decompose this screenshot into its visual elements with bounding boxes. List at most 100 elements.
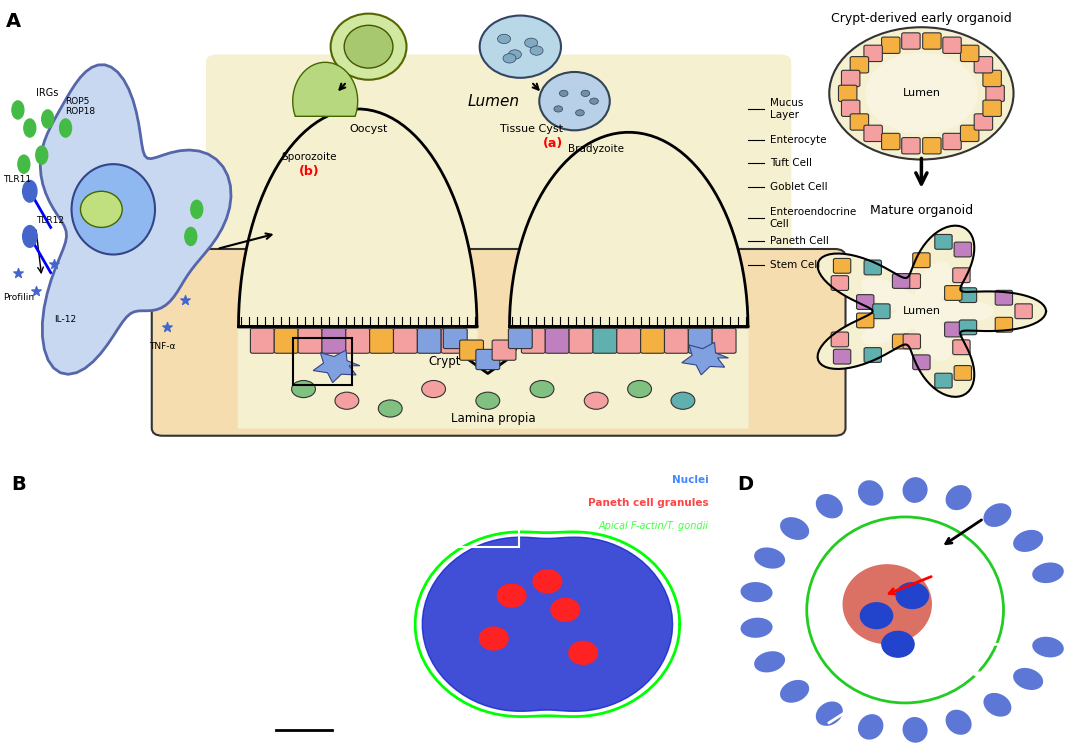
- Ellipse shape: [530, 380, 554, 398]
- Ellipse shape: [422, 380, 446, 398]
- FancyBboxPatch shape: [881, 133, 900, 150]
- Ellipse shape: [903, 477, 928, 503]
- Ellipse shape: [983, 693, 1011, 717]
- Text: Enteroendocrine
Cell: Enteroendocrine Cell: [770, 207, 856, 229]
- FancyBboxPatch shape: [831, 332, 849, 347]
- FancyBboxPatch shape: [298, 328, 322, 353]
- Text: (a): (a): [543, 138, 563, 151]
- Circle shape: [525, 38, 538, 47]
- Circle shape: [12, 101, 24, 119]
- FancyBboxPatch shape: [688, 328, 712, 353]
- Ellipse shape: [857, 480, 883, 506]
- FancyBboxPatch shape: [922, 138, 941, 154]
- FancyBboxPatch shape: [839, 85, 856, 102]
- FancyBboxPatch shape: [902, 33, 920, 49]
- Polygon shape: [423, 537, 672, 712]
- Polygon shape: [455, 327, 531, 428]
- Ellipse shape: [740, 582, 773, 602]
- FancyBboxPatch shape: [934, 373, 952, 388]
- Polygon shape: [40, 65, 231, 374]
- FancyBboxPatch shape: [521, 328, 545, 353]
- Circle shape: [498, 34, 511, 44]
- FancyBboxPatch shape: [206, 54, 791, 381]
- Ellipse shape: [754, 651, 785, 672]
- Text: Mucus
Layer: Mucus Layer: [770, 98, 803, 120]
- Circle shape: [498, 584, 526, 607]
- Ellipse shape: [754, 547, 785, 569]
- FancyBboxPatch shape: [370, 328, 393, 353]
- Circle shape: [861, 602, 892, 629]
- Text: B: B: [11, 475, 26, 495]
- FancyBboxPatch shape: [664, 328, 688, 353]
- Text: A: A: [5, 12, 21, 31]
- Point: [46, 258, 63, 270]
- Polygon shape: [509, 133, 748, 428]
- FancyBboxPatch shape: [986, 85, 1005, 102]
- Ellipse shape: [816, 702, 843, 726]
- Text: Mature organoid: Mature organoid: [869, 203, 973, 217]
- FancyBboxPatch shape: [864, 125, 882, 142]
- Text: Sporozoite: Sporozoite: [281, 152, 337, 162]
- Point: [9, 267, 26, 279]
- FancyBboxPatch shape: [443, 328, 467, 349]
- FancyBboxPatch shape: [841, 100, 860, 117]
- FancyBboxPatch shape: [476, 349, 500, 370]
- Text: Lamina propia: Lamina propia: [451, 412, 535, 425]
- Ellipse shape: [1014, 668, 1043, 690]
- Circle shape: [576, 110, 584, 116]
- Text: Enterocyte: Enterocyte: [770, 135, 826, 145]
- FancyBboxPatch shape: [943, 37, 962, 53]
- FancyBboxPatch shape: [934, 234, 952, 249]
- Ellipse shape: [945, 485, 971, 511]
- Ellipse shape: [816, 494, 843, 518]
- FancyBboxPatch shape: [959, 320, 977, 335]
- FancyBboxPatch shape: [274, 328, 298, 353]
- Circle shape: [184, 227, 196, 245]
- FancyBboxPatch shape: [641, 328, 664, 353]
- FancyBboxPatch shape: [441, 328, 465, 353]
- FancyBboxPatch shape: [712, 328, 736, 353]
- Circle shape: [882, 631, 914, 657]
- Circle shape: [559, 90, 568, 96]
- Text: (b): (b): [298, 165, 320, 178]
- Polygon shape: [817, 226, 1046, 397]
- Ellipse shape: [903, 717, 928, 742]
- FancyBboxPatch shape: [943, 133, 962, 150]
- Point: [27, 285, 44, 297]
- FancyBboxPatch shape: [983, 100, 1002, 117]
- Text: TLR11: TLR11: [3, 175, 31, 184]
- Text: Apical F-actin/T. gondii: Apical F-actin/T. gondii: [598, 521, 709, 531]
- Polygon shape: [313, 350, 360, 383]
- FancyBboxPatch shape: [975, 56, 993, 73]
- Text: Lumen: Lumen: [467, 93, 519, 108]
- FancyBboxPatch shape: [892, 334, 909, 349]
- FancyBboxPatch shape: [913, 253, 930, 267]
- FancyBboxPatch shape: [983, 70, 1002, 87]
- Text: Paneth cell granules: Paneth cell granules: [588, 498, 709, 508]
- Circle shape: [24, 119, 36, 137]
- FancyBboxPatch shape: [959, 288, 977, 303]
- FancyBboxPatch shape: [995, 291, 1012, 305]
- Text: Tuft Cell: Tuft Cell: [770, 158, 812, 169]
- FancyBboxPatch shape: [545, 328, 569, 353]
- FancyBboxPatch shape: [569, 328, 593, 353]
- Ellipse shape: [628, 380, 651, 398]
- FancyBboxPatch shape: [903, 273, 920, 288]
- Ellipse shape: [1032, 637, 1063, 657]
- FancyBboxPatch shape: [593, 328, 617, 353]
- Circle shape: [554, 106, 563, 112]
- Circle shape: [17, 155, 30, 173]
- Ellipse shape: [780, 680, 809, 703]
- FancyBboxPatch shape: [492, 340, 516, 360]
- Circle shape: [865, 53, 978, 134]
- Text: Goblet Cell: Goblet Cell: [770, 181, 827, 192]
- Text: Crypt: Crypt: [428, 355, 461, 368]
- Ellipse shape: [480, 16, 562, 78]
- FancyBboxPatch shape: [864, 260, 881, 275]
- Ellipse shape: [1032, 562, 1063, 583]
- FancyBboxPatch shape: [944, 322, 962, 337]
- Text: C: C: [387, 475, 401, 495]
- Circle shape: [503, 53, 516, 63]
- Text: IL-12: IL-12: [54, 316, 76, 325]
- FancyBboxPatch shape: [856, 313, 874, 328]
